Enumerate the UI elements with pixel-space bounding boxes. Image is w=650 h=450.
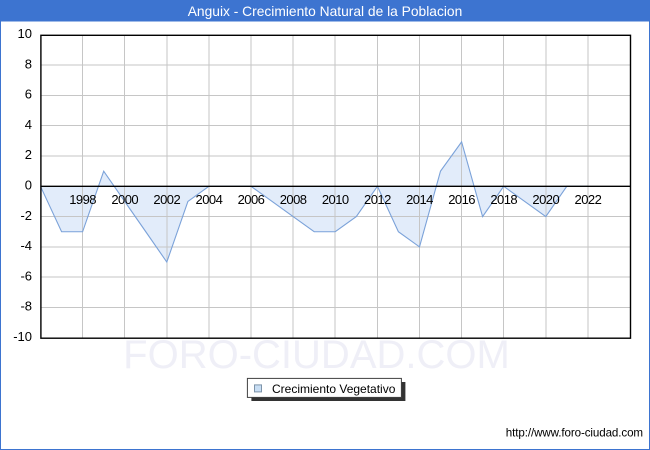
svg-text:Crecimiento Vegetativo: Crecimiento Vegetativo	[272, 382, 396, 396]
svg-text:2: 2	[25, 147, 32, 162]
svg-text:8: 8	[25, 56, 32, 71]
svg-text:-6: -6	[20, 268, 32, 283]
svg-text:Anguix - Crecimiento Natural d: Anguix - Crecimiento Natural de la Pobla…	[188, 4, 463, 19]
svg-text:-8: -8	[20, 299, 32, 314]
svg-text:1998: 1998	[69, 192, 96, 207]
svg-text:6: 6	[25, 87, 32, 102]
svg-text:0: 0	[25, 178, 32, 193]
svg-text:2014: 2014	[406, 192, 433, 207]
svg-text:4: 4	[25, 117, 32, 132]
svg-text:-10: -10	[13, 329, 32, 344]
svg-text:-2: -2	[20, 208, 32, 223]
svg-text:-4: -4	[20, 238, 32, 253]
svg-text:2006: 2006	[238, 192, 265, 207]
svg-text:FORO-CIUDAD.COM: FORO-CIUDAD.COM	[123, 333, 510, 377]
svg-text:2012: 2012	[364, 192, 391, 207]
svg-text:2008: 2008	[280, 192, 307, 207]
svg-text:http://www.foro-ciudad.com: http://www.foro-ciudad.com	[506, 427, 643, 440]
svg-text:2010: 2010	[322, 192, 349, 207]
svg-text:2016: 2016	[448, 192, 475, 207]
svg-text:2022: 2022	[575, 192, 602, 207]
svg-text:2004: 2004	[196, 192, 223, 207]
svg-text:2002: 2002	[153, 192, 180, 207]
svg-text:2020: 2020	[532, 192, 559, 207]
svg-text:2000: 2000	[111, 192, 138, 207]
svg-text:2018: 2018	[490, 192, 517, 207]
svg-text:10: 10	[18, 26, 32, 41]
